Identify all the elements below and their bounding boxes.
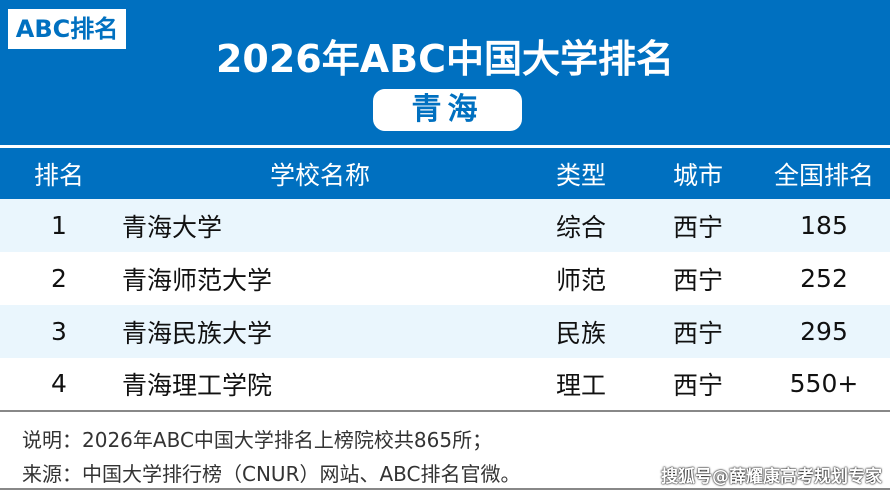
header-type: 类型 (555, 160, 606, 190)
type: 理工 (555, 370, 606, 400)
table-header: 排名 学校名称 类型 城市 全国排名 (0, 148, 890, 199)
rank: 4 (51, 369, 67, 398)
header-banner: ABC排名 2026年ABC中国大学排名 青海 (0, 0, 890, 145)
type: 师范 (555, 265, 606, 295)
table-row: 1 青海大学 综合 西宁 185 (0, 199, 890, 252)
city: 西宁 (672, 212, 723, 242)
footer-source: 来源：中国大学排行榜（CNUR）网站、ABC排名官微。 (22, 462, 521, 486)
national-rank: 252 (800, 264, 848, 293)
page-title: 2026年ABC中国大学排名 (215, 37, 675, 81)
table-row: 3 青海民族大学 民族 西宁 295 (0, 305, 890, 358)
school-name: 青海师范大学 (122, 265, 273, 295)
footer-note: 说明：2026年ABC中国大学排名上榜院校共865所； (22, 428, 493, 452)
national-rank: 295 (800, 317, 848, 346)
type: 民族 (555, 318, 606, 348)
school-name: 青海民族大学 (122, 318, 273, 348)
header-national-rank: 全国排名 (773, 160, 874, 190)
table-row: 2 青海师范大学 师范 西宁 252 (0, 252, 890, 305)
school-name: 青海理工学院 (122, 370, 273, 400)
header-rank: 排名 (33, 160, 84, 190)
type: 综合 (555, 212, 606, 242)
table-row: 4 青海理工学院 理工 西宁 550+ (0, 357, 890, 410)
city: 西宁 (672, 318, 723, 348)
city: 西宁 (672, 265, 723, 295)
city: 西宁 (672, 370, 723, 400)
rank: 2 (51, 264, 67, 293)
watermark: 搜狐号@薛耀康高考规划专家 (661, 467, 882, 487)
header-city: 城市 (672, 160, 723, 190)
school-name: 青海大学 (122, 212, 223, 242)
header-name: 学校名称 (269, 160, 370, 190)
national-rank: 185 (800, 211, 848, 240)
province-badge: 青海 (373, 89, 522, 131)
rank: 3 (51, 317, 67, 346)
rank: 1 (51, 211, 67, 240)
logo: ABC排名 (8, 9, 126, 49)
national-rank: 550+ (789, 369, 859, 398)
footer: 说明：2026年ABC中国大学排名上榜院校共865所； 来源：中国大学排行榜（C… (0, 410, 890, 490)
